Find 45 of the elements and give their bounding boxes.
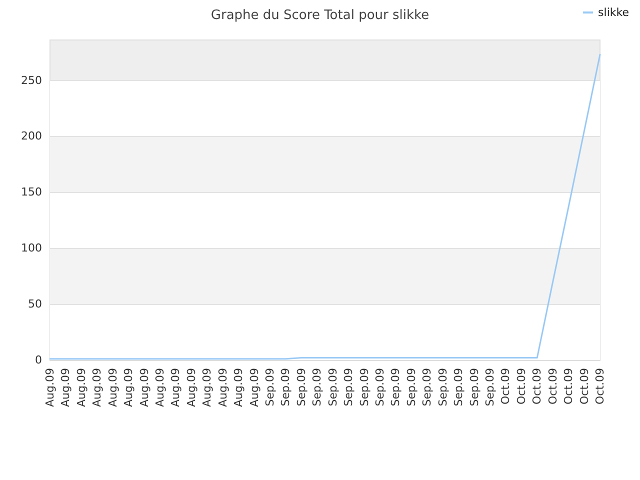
- x-tick-label: Aug.09: [232, 368, 246, 407]
- x-tick-label: Sep.09: [264, 368, 276, 406]
- x-tick-label: Sep.09: [294, 368, 308, 406]
- x-tick-label: Sep.09: [358, 368, 371, 406]
- y-tick-label: 100: [21, 242, 42, 255]
- x-tick-label: Aug.09: [138, 368, 151, 407]
- legend-label: slikke: [598, 6, 630, 19]
- x-tick-label: Oct.09: [499, 368, 512, 405]
- y-tick-label: 250: [21, 74, 42, 87]
- x-tick-label: Aug.09: [184, 368, 198, 407]
- x-tick-label: Aug.09: [169, 368, 182, 407]
- x-tick-label: Sep.09: [452, 368, 466, 406]
- y-tick-label: 50: [28, 298, 42, 311]
- x-tick-label: Oct.09: [530, 368, 544, 405]
- x-tick-label: Sep.09: [279, 368, 292, 406]
- y-tick-label: 0: [35, 354, 42, 366]
- x-tick-label: Aug.09: [44, 368, 56, 407]
- x-tick-label: Sep.09: [436, 368, 450, 406]
- x-tick-label: Aug.09: [74, 368, 88, 407]
- x-tick-label: Sep.09: [326, 368, 340, 406]
- x-tick-label: Sep.09: [310, 368, 324, 406]
- x-tick-label: Sep.09: [389, 368, 402, 406]
- chart-title: Graphe du Score Total pour slikke: [210, 8, 430, 23]
- x-tick-label: Aug.09: [59, 368, 72, 407]
- x-tick-label: Oct.09: [578, 368, 591, 405]
- x-tick-label: Sep.09: [420, 368, 434, 406]
- x-tick-label: Aug.09: [122, 368, 136, 407]
- x-tick-label: Sep.09: [404, 368, 418, 406]
- x-tick-label: Sep.09: [342, 368, 356, 406]
- x-tick-label: Aug.09: [106, 368, 120, 407]
- y-tick-label: 150: [21, 186, 42, 199]
- line-series: [49, 54, 601, 360]
- x-tick-label: Oct.09: [546, 368, 560, 405]
- x-tick-label: Oct.09: [514, 368, 528, 405]
- x-tick-label: Aug.09: [216, 368, 230, 407]
- x-tick-label: Aug.09: [248, 368, 261, 407]
- x-tick-label: Sep.09: [468, 368, 481, 406]
- x-tick-label: Aug.09: [90, 368, 104, 407]
- x-tick-label: Oct.09: [594, 368, 606, 405]
- x-tick-label: Sep.09: [374, 368, 386, 406]
- x-tick-label: Oct.09: [562, 368, 576, 405]
- x-tick-label: Aug.09: [200, 368, 214, 407]
- x-tick-label: Sep.09: [484, 368, 496, 406]
- x-tick-label: Aug.09: [154, 368, 166, 407]
- y-tick-label: 200: [21, 130, 42, 143]
